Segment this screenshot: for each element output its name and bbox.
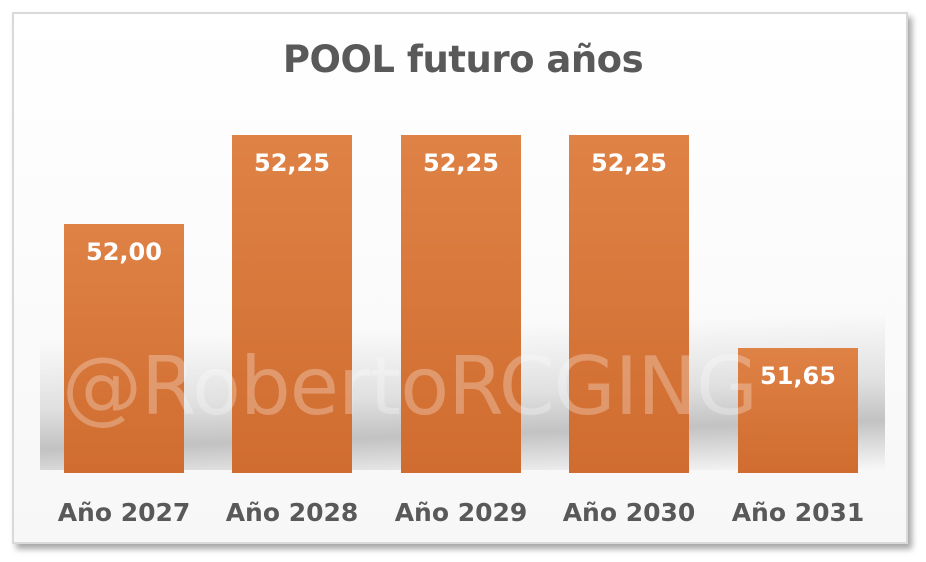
bar-2030: 52,25	[569, 135, 689, 473]
watermark-text: @RobertoRCGING	[62, 340, 758, 433]
bar-value-label: 51,65	[760, 362, 836, 390]
bar-value-label: 52,25	[423, 149, 499, 177]
x-axis-label: Año 2029	[394, 498, 528, 527]
bar-2031: 51,65	[738, 348, 858, 473]
chart-title: POOL futuro años	[282, 38, 644, 81]
x-axis-label: Año 2028	[225, 498, 359, 527]
x-axis-label: Año 2031	[731, 498, 865, 527]
bar-2028: 52,25	[232, 135, 352, 473]
bar-value-label: 52,25	[591, 149, 667, 177]
x-axis-label: Año 2027	[57, 498, 191, 527]
bar-value-label: 52,25	[254, 149, 330, 177]
x-axis-label: Año 2030	[562, 498, 696, 527]
bar-value-label: 52,00	[86, 238, 162, 266]
bar-2029: 52,25	[401, 135, 521, 473]
bar-2027: 52,00	[64, 224, 184, 473]
